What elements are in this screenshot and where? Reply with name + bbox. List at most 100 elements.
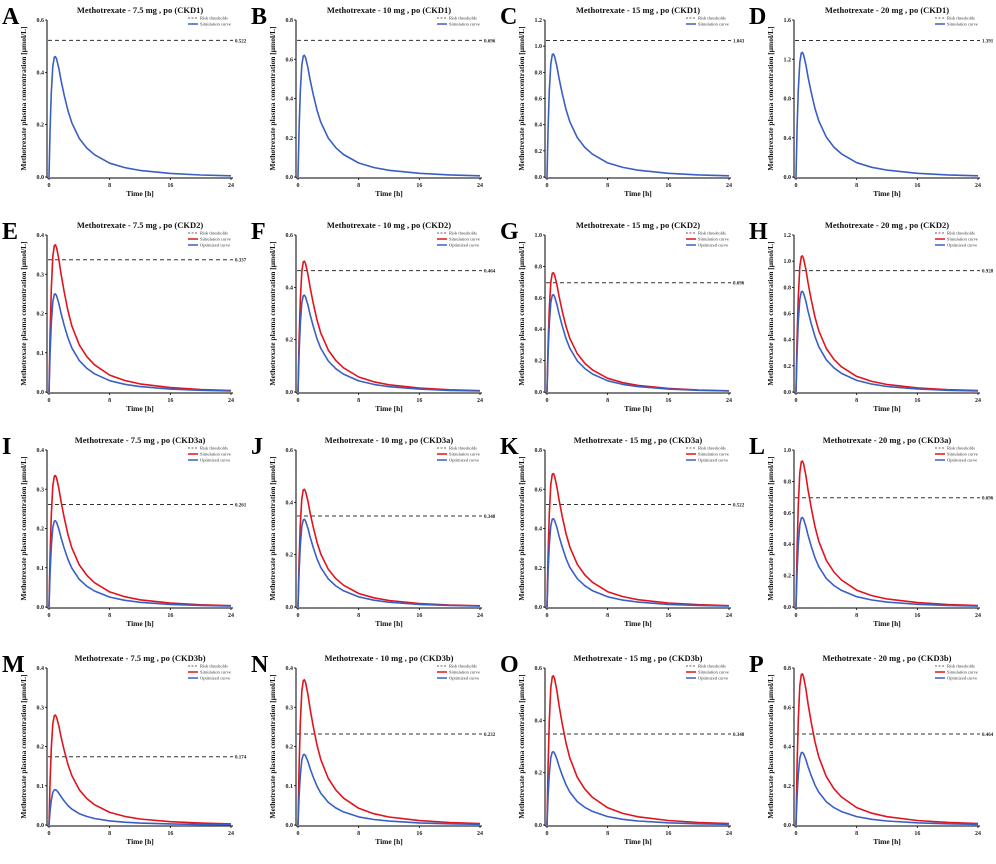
y-axis-label: Methotrexate plasma concentration [μmol/… [517, 674, 526, 818]
x-tick-label: 8 [855, 831, 858, 837]
y-tick-label: 0.4 [37, 233, 45, 239]
legend-optimized-label: Optimized curve [200, 243, 230, 248]
panel-letter: J [251, 434, 263, 460]
x-tick-label: 16 [167, 183, 173, 189]
optimized-curve [297, 294, 481, 393]
threshold-label: 0.464 [982, 733, 994, 738]
simulation-curve [546, 472, 730, 608]
y-tick-label: 0.6 [535, 97, 543, 103]
y-axis-label: Methotrexate plasma concentration [μmol/… [268, 674, 277, 818]
panel-title: Methotrexate - 7.5 mg , po (CKD2) [77, 220, 204, 230]
panel-title: Methotrexate - 10 mg , po (CKD1) [327, 5, 451, 15]
y-tick-label: 0.0 [535, 175, 543, 181]
x-tick-label: 16 [167, 613, 173, 619]
y-tick-label: 0.4 [784, 136, 792, 142]
legend-threshold-label: Risk thresholds [698, 231, 726, 236]
panel-letter: O [500, 652, 519, 678]
x-tick-label: 16 [416, 831, 422, 837]
legend-simulation-label: Simulation curve [200, 22, 231, 27]
y-tick-label: 0.4 [286, 285, 294, 291]
legend-simulation-label: Simulation curve [200, 670, 231, 675]
panel-n: N Methotrexate - 10 mg , po (CKD3b) 0.0 0.1… [251, 652, 496, 846]
panel-g: G Methotrexate - 15 mg , po (CKD2) 0.0 0.2 0… [500, 219, 745, 413]
panel-k: K Methotrexate - 15 mg , po (CKD3a) 0.0 0.2… [500, 434, 745, 628]
y-tick-label: 0.6 [535, 666, 543, 672]
legend-threshold-label: Risk thresholds [947, 446, 975, 451]
y-tick-label: 0.2 [286, 136, 294, 142]
x-tick-label: 8 [357, 398, 360, 404]
x-tick-label: 8 [108, 398, 111, 404]
x-tick-label: 16 [416, 183, 422, 189]
panel-h: H Methotrexate - 20 mg , po (CKD2) 0.0 0.2 0… [749, 219, 994, 413]
y-tick-label: 0.4 [535, 527, 543, 533]
x-tick-label: 16 [665, 831, 671, 837]
y-axis-label: Methotrexate plasma concentration [μmol/… [19, 241, 28, 385]
x-tick-label: 8 [855, 183, 858, 189]
y-tick-label: 0.6 [286, 448, 294, 454]
x-axis-label: Time [h] [375, 837, 403, 846]
x-tick-label: 24 [726, 398, 732, 404]
x-tick-label: 8 [108, 613, 111, 619]
simulation-curve [546, 271, 730, 393]
panel-f: F Methotrexate - 10 mg , po (CKD2) 0.0 0.2 0… [251, 219, 496, 413]
y-axis-label: Methotrexate plasma concentration [μmol/… [766, 26, 775, 170]
legend-threshold-label: Risk thresholds [200, 16, 228, 21]
legend-threshold-label: Risk thresholds [200, 446, 228, 451]
legend-threshold-label: Risk thresholds [449, 446, 477, 451]
y-tick-label: 0.0 [784, 823, 792, 829]
panel-letter: K [500, 434, 519, 460]
legend-threshold-label: Risk thresholds [698, 446, 726, 451]
panel-letter: A [2, 4, 20, 30]
panel-c: C Methotrexate - 15 mg , po (CKD1) 0.0 0.2 0… [500, 4, 745, 198]
panel-letter: C [500, 4, 517, 30]
y-tick-label: 0.4 [37, 70, 45, 76]
legend-optimized-label: Optimized curve [449, 676, 479, 681]
y-tick-label: 0.0 [535, 605, 543, 611]
x-tick-label: 24 [228, 831, 234, 837]
y-axis-label: Methotrexate plasma concentration [μmol/… [19, 456, 28, 600]
x-axis-label: Time [h] [126, 619, 154, 628]
panel-i: I Methotrexate - 7.5 mg , po (CKD3a) 0.0 0.… [2, 434, 247, 628]
x-axis-label: Time [h] [375, 189, 403, 198]
y-tick-label: 0.2 [37, 527, 45, 533]
x-axis-label: Time [h] [873, 189, 901, 198]
x-tick-label: 8 [606, 183, 609, 189]
optimized-curve [546, 750, 730, 826]
x-tick-label: 8 [357, 183, 360, 189]
y-tick-label: 0.3 [37, 487, 45, 493]
x-tick-label: 8 [855, 398, 858, 404]
y-tick-label: 0.2 [286, 338, 294, 344]
x-tick-label: 0 [297, 613, 300, 619]
threshold-label: 1.391 [982, 40, 994, 45]
x-tick-label: 8 [357, 831, 360, 837]
optimized-curve [297, 753, 481, 826]
panel-title: Methotrexate - 20 mg , po (CKD1) [825, 5, 949, 15]
y-tick-label: 0.3 [37, 272, 45, 278]
x-tick-label: 24 [726, 831, 732, 837]
y-tick-label: 0.4 [286, 97, 294, 103]
x-tick-label: 0 [795, 613, 798, 619]
panel-title: Methotrexate - 7.5 mg , po (CKD3b) [74, 653, 205, 663]
simulation-curve [546, 53, 730, 178]
y-tick-label: 1.2 [535, 18, 543, 24]
legend-threshold-label: Risk thresholds [947, 231, 975, 236]
x-tick-label: 0 [48, 613, 51, 619]
threshold-label: 0.337 [235, 259, 247, 264]
y-tick-label: 0.4 [784, 338, 792, 344]
y-axis-label: Methotrexate plasma concentration [μmol/… [268, 456, 277, 600]
panel-title: Methotrexate - 15 mg , po (CKD2) [576, 220, 700, 230]
x-tick-label: 0 [795, 831, 798, 837]
x-tick-label: 24 [228, 613, 234, 619]
panel-title: Methotrexate - 20 mg , po (CKD3b) [823, 653, 952, 663]
panel-letter: E [2, 219, 18, 245]
y-tick-label: 0.0 [286, 390, 294, 396]
x-tick-label: 24 [477, 398, 483, 404]
threshold-label: 0.696 [733, 282, 745, 287]
threshold-label: 0.348 [484, 515, 496, 520]
x-tick-label: 8 [606, 398, 609, 404]
panel-letter: G [500, 219, 519, 245]
optimized-curve [795, 751, 979, 826]
x-tick-label: 0 [546, 831, 549, 837]
x-tick-label: 16 [914, 398, 920, 404]
